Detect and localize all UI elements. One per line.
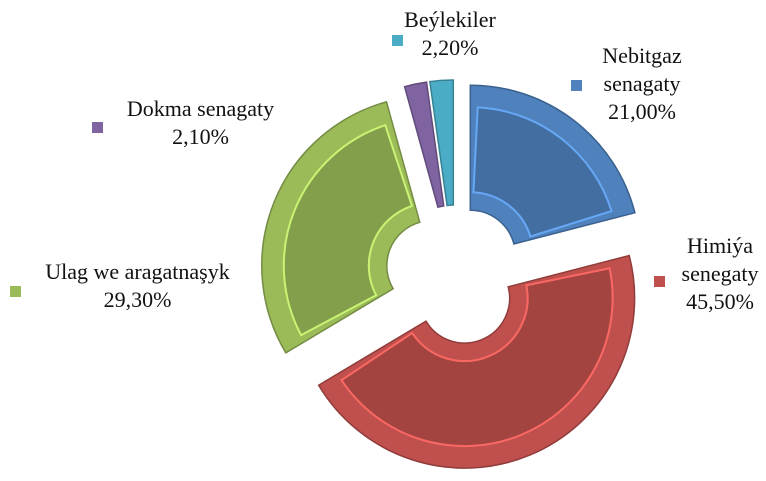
slice-label: Ulag we aragatnaşyk 29,30%	[25, 258, 250, 314]
slice-label: Beýlekiler 2,20%	[395, 6, 505, 62]
slice-value: 45,50%	[686, 289, 754, 314]
slice-name: Nebitgaz senagaty	[602, 43, 682, 96]
legend-marker	[92, 122, 103, 133]
slice-name: Himiýa senegaty	[681, 233, 759, 286]
slice-value: 21,00%	[608, 99, 676, 124]
slice-name: Dokma senagaty	[126, 96, 275, 121]
slice-bevel	[340, 267, 614, 448]
slice-value: 2,20%	[421, 35, 479, 60]
slice-label: Nebitgaz senagaty 21,00%	[582, 42, 702, 126]
slice	[403, 81, 445, 209]
legend-marker	[654, 276, 665, 287]
slice-bevel	[282, 123, 414, 337]
slice-value: 29,30%	[103, 287, 172, 312]
legend-marker	[571, 80, 582, 91]
slice-bevel	[472, 106, 613, 238]
slice	[429, 79, 455, 207]
slice-name: Beýlekiler	[404, 7, 496, 32]
legend-marker	[10, 286, 21, 297]
slice-value: 2,10%	[172, 124, 229, 149]
slice-label: Himiýa senegaty 45,50%	[665, 232, 766, 316]
slice-label: Dokma senagaty 2,10%	[108, 95, 293, 151]
legend-marker	[392, 35, 403, 46]
slice-name: Ulag we aragatnaşyk	[45, 259, 230, 284]
